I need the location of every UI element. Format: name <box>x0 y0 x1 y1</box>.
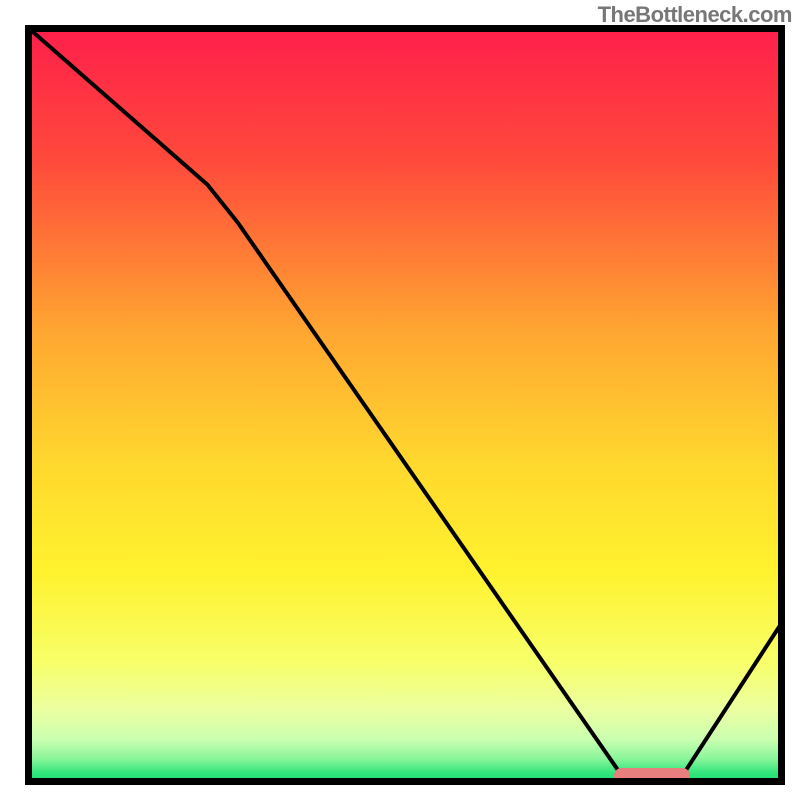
optimal-marker <box>614 768 690 783</box>
bottleneck-curve <box>25 25 785 779</box>
curve-svg <box>25 25 785 785</box>
plot-area <box>25 25 785 785</box>
watermark-text: TheBottleneck.com <box>598 2 792 28</box>
chart-container: TheBottleneck.com <box>0 0 800 800</box>
